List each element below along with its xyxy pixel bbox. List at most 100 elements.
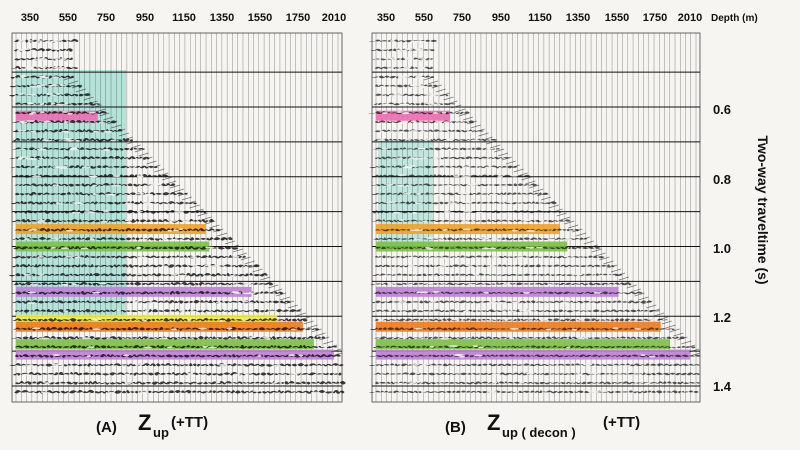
panel-a-caption: (A) Z up (+TT) bbox=[96, 410, 208, 440]
wavelet-band bbox=[374, 318, 669, 322]
first-break-fringe bbox=[248, 264, 259, 269]
wavelet-texture bbox=[136, 256, 147, 259]
wavelet-texture bbox=[417, 147, 426, 150]
horizon-band bbox=[16, 286, 252, 297]
wavelet-band bbox=[374, 255, 605, 259]
first-break-fringe bbox=[213, 228, 224, 233]
wavelet-texture bbox=[273, 364, 281, 367]
wavelet-texture bbox=[395, 131, 406, 133]
wavelet-texture bbox=[232, 292, 242, 294]
wavelet-texture bbox=[430, 103, 441, 106]
wavelet-texture bbox=[27, 102, 35, 105]
wavelet-texture bbox=[143, 202, 152, 204]
first-break-fringe bbox=[638, 296, 649, 301]
wavelet-texture bbox=[634, 327, 642, 330]
panel-a-plot-area bbox=[8, 32, 346, 403]
wavelet-texture bbox=[440, 149, 445, 151]
wavelet-texture bbox=[502, 310, 507, 313]
first-break-fringe bbox=[122, 136, 134, 141]
wavelet-texture bbox=[488, 301, 497, 304]
first-break-fringe bbox=[689, 352, 701, 357]
wavelet-band bbox=[374, 156, 511, 160]
wavelet-band bbox=[14, 57, 74, 61]
wavelet-texture bbox=[30, 283, 39, 286]
first-break-fringe bbox=[209, 224, 220, 229]
first-break-fringe bbox=[447, 100, 458, 105]
wavelet-texture bbox=[489, 265, 496, 267]
first-break-fringe bbox=[673, 332, 684, 337]
wavelet-band bbox=[14, 191, 188, 196]
first-break-fringe bbox=[331, 352, 343, 357]
first-break-fringe bbox=[575, 232, 587, 237]
wavelet-texture bbox=[397, 76, 407, 79]
wavelet-texture bbox=[475, 211, 484, 214]
wavelet-texture bbox=[64, 102, 69, 105]
wavelet-texture bbox=[412, 363, 419, 366]
first-break-fringe bbox=[661, 320, 672, 325]
wavelet-texture bbox=[471, 139, 480, 142]
wavelet-texture bbox=[18, 93, 24, 95]
wavelet-texture bbox=[161, 337, 168, 340]
wavelet-texture bbox=[443, 210, 451, 213]
wavelet-texture bbox=[545, 328, 552, 331]
wavelet-band bbox=[14, 308, 301, 313]
wavelet-texture bbox=[439, 256, 447, 259]
wavelet-texture bbox=[377, 319, 383, 321]
wavelet-texture bbox=[67, 112, 73, 115]
first-break-fringe bbox=[622, 280, 633, 285]
first-break-fringe bbox=[162, 176, 173, 181]
wavelet-texture bbox=[53, 66, 58, 69]
first-break-fringe bbox=[240, 256, 251, 261]
wavelet-texture bbox=[389, 40, 395, 42]
first-break-fringe bbox=[556, 212, 567, 217]
wavelet-texture bbox=[417, 67, 424, 70]
wavelet-texture bbox=[287, 354, 296, 357]
wavelet-texture bbox=[179, 228, 184, 231]
first-break-fringe bbox=[497, 152, 509, 157]
first-break-fringe bbox=[618, 276, 630, 281]
wavelet-texture bbox=[407, 256, 418, 259]
wavelet-texture bbox=[27, 40, 33, 42]
wavelet-band bbox=[13, 245, 239, 250]
panel-b-letter: (B) bbox=[445, 419, 466, 436]
first-break-fringe bbox=[166, 180, 177, 185]
wavelet-texture bbox=[107, 391, 116, 394]
wavelet-texture bbox=[495, 302, 505, 304]
wavelet-texture bbox=[455, 354, 464, 356]
wavelet-texture bbox=[65, 229, 74, 232]
wavelet-texture bbox=[491, 373, 501, 376]
wavelet-band bbox=[14, 102, 101, 106]
panel-a-depth-ticks: 350 550 750 950 1150 1350 1550 1750 2010 bbox=[21, 12, 346, 24]
wavelet-texture bbox=[473, 273, 480, 276]
first-break-fringe bbox=[462, 116, 474, 121]
wavelet-texture bbox=[413, 327, 423, 330]
wavelet-texture bbox=[381, 147, 389, 150]
first-break-fringe bbox=[611, 268, 622, 273]
wavelet-band bbox=[373, 291, 643, 295]
first-break-fringe bbox=[646, 304, 657, 309]
wavelet-texture bbox=[52, 184, 59, 187]
wavelet-texture bbox=[536, 246, 543, 249]
wavelet-texture bbox=[465, 264, 471, 267]
wavelet-texture bbox=[198, 327, 208, 330]
wavelet-texture bbox=[433, 193, 444, 196]
panel-b: 350 550 750 950 1150 1350 1550 1750 2010… bbox=[367, 12, 758, 440]
panel-b-caption: (B) Z up ( decon ) (+TT) bbox=[445, 410, 640, 440]
panel-b-suffix: (+TT) bbox=[603, 414, 640, 431]
wavelet-texture bbox=[122, 354, 130, 357]
wavelet-texture bbox=[39, 103, 45, 105]
wavelet-texture bbox=[178, 274, 188, 277]
depth-tick: 2010 bbox=[322, 12, 346, 24]
wavelet-texture bbox=[98, 121, 104, 124]
wavelet-texture bbox=[649, 318, 659, 321]
depth-tick: 550 bbox=[59, 12, 77, 24]
wavelet-texture bbox=[204, 264, 212, 267]
wavelet-band bbox=[14, 110, 108, 115]
depth-tick: 1750 bbox=[286, 12, 310, 24]
wavelet-texture bbox=[205, 246, 215, 249]
wavelet-texture bbox=[32, 94, 38, 96]
wavelet-band bbox=[373, 237, 588, 241]
first-break-fringe bbox=[423, 76, 435, 81]
wavelet-texture bbox=[413, 238, 423, 241]
wavelet-texture bbox=[20, 121, 28, 124]
